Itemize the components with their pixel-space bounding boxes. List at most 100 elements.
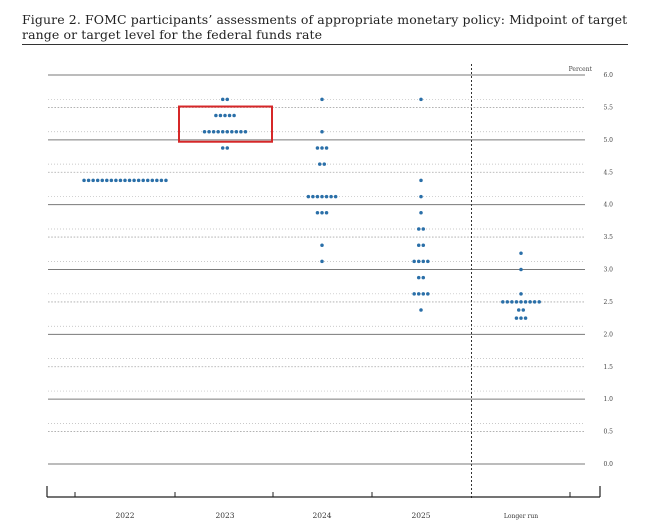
y-tick-label: 1.0	[603, 396, 613, 403]
dot	[416, 275, 421, 280]
dot	[214, 113, 218, 118]
dot	[320, 97, 324, 102]
y-tick-label: 1.5	[603, 364, 613, 371]
dot	[419, 211, 423, 215]
dot	[419, 194, 423, 199]
dot	[239, 129, 243, 134]
dot	[227, 113, 232, 118]
y-tick-label: 3.0	[603, 267, 613, 274]
dot	[220, 146, 225, 150]
dot	[136, 178, 141, 183]
dot	[216, 129, 220, 134]
dot	[218, 113, 223, 118]
dot	[225, 146, 230, 150]
dot	[164, 178, 168, 183]
dot	[225, 129, 230, 134]
x-tick-label: 2022	[115, 511, 134, 520]
dot	[505, 300, 510, 304]
dot	[532, 300, 537, 304]
dot	[528, 300, 532, 304]
dot	[421, 275, 426, 280]
dot	[419, 308, 423, 312]
dot	[146, 178, 150, 183]
dot	[519, 300, 523, 304]
dot	[333, 194, 338, 199]
chart-title: Figure 2. FOMC participants’ assessments…	[22, 12, 628, 42]
dot	[416, 227, 421, 231]
dot	[324, 194, 329, 199]
y-tick-label: 5.5	[603, 104, 613, 111]
dot	[315, 146, 320, 150]
dot	[521, 308, 526, 312]
x-tick-label: 2023	[215, 511, 234, 520]
dot	[514, 316, 519, 320]
dot	[426, 259, 430, 264]
dot	[501, 300, 505, 304]
dot	[159, 178, 164, 183]
dot	[324, 211, 329, 215]
y-tick-label: 5.0	[603, 137, 613, 144]
dots-layer	[82, 97, 541, 320]
dot	[320, 259, 324, 264]
dot	[329, 194, 333, 199]
x-tick-label: Longer run	[504, 513, 538, 520]
dot	[232, 113, 236, 118]
dot	[243, 129, 248, 134]
y-tick-label: 4.5	[603, 169, 613, 176]
dot	[306, 194, 311, 199]
dot	[234, 129, 239, 134]
dot	[118, 178, 123, 183]
dot	[514, 300, 519, 304]
dot	[320, 129, 324, 134]
y-tick-label: 3.5	[603, 234, 613, 241]
y-tick-label: 0.5	[603, 429, 613, 436]
dot	[322, 162, 327, 166]
dot	[419, 178, 423, 183]
dot	[86, 178, 91, 183]
dot	[127, 178, 132, 183]
x-axis-ticks: 2022 2023 2024 2025 Longer run	[115, 511, 538, 520]
dot	[315, 194, 320, 199]
dot	[91, 178, 95, 183]
dot	[315, 211, 320, 215]
y-axis-label: Percent	[569, 66, 593, 73]
dot	[324, 146, 329, 150]
dot	[150, 178, 155, 183]
dot	[412, 259, 416, 264]
dot	[320, 146, 324, 150]
dot	[523, 316, 528, 320]
highlight-box	[178, 105, 273, 143]
dot	[82, 178, 86, 183]
gridlines	[48, 74, 585, 465]
dot	[421, 292, 426, 296]
title-rule	[22, 44, 628, 45]
x-axis	[46, 486, 601, 498]
dot	[211, 129, 216, 134]
dot	[516, 308, 521, 312]
x-tick-label: 2025	[411, 511, 430, 520]
dot	[223, 113, 227, 118]
dot	[416, 292, 421, 296]
dot	[317, 162, 322, 166]
dot	[519, 251, 523, 256]
dot	[421, 243, 426, 247]
dot	[416, 259, 421, 264]
dot	[105, 178, 109, 183]
dot	[421, 259, 426, 264]
dot	[109, 178, 114, 183]
dot	[523, 300, 528, 304]
dot	[220, 129, 225, 134]
dot	[100, 178, 104, 183]
dot	[220, 97, 225, 102]
dot	[510, 300, 514, 304]
dot	[123, 178, 127, 183]
dot	[311, 194, 315, 199]
dot	[419, 97, 423, 102]
dot	[421, 227, 426, 231]
dot	[426, 292, 430, 296]
dot	[320, 194, 324, 199]
dot	[519, 292, 523, 296]
y-tick-label: 2.5	[603, 299, 613, 306]
dot	[320, 243, 324, 247]
